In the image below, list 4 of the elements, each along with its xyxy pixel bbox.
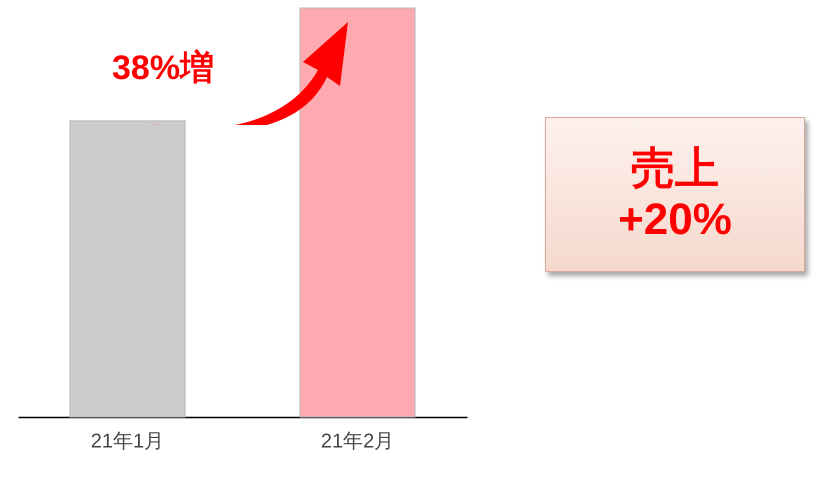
text: 売上 +20% bbox=[618, 144, 732, 246]
x-tick-label: 21年1月 bbox=[90, 430, 164, 452]
annotation: 38%増 bbox=[112, 48, 214, 89]
x-tick-label: 21年2月 bbox=[320, 430, 394, 452]
